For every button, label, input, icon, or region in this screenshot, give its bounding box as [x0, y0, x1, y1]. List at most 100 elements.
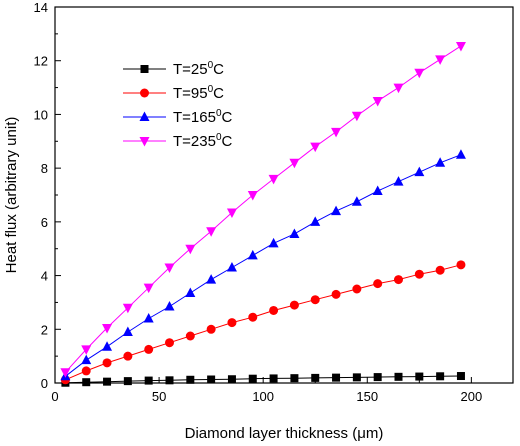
data-point-series-2: [435, 157, 446, 167]
data-point-series-3: [372, 97, 383, 107]
data-point-series-1: [435, 265, 445, 275]
data-point-series-2: [372, 185, 383, 195]
data-point-series-2: [81, 354, 92, 365]
data-point-series-3: [226, 208, 237, 218]
y-tick-label: 10: [34, 107, 48, 122]
legend-marker: [139, 137, 150, 147]
data-point-series-2: [122, 326, 133, 336]
data-point-series-0: [269, 374, 278, 383]
x-axis-title: Diamond layer thickness (μm): [185, 425, 384, 442]
y-tick-label: 0: [41, 376, 48, 391]
data-point-series-0: [82, 378, 91, 387]
y-tick-label: 6: [41, 215, 48, 230]
data-point-series-2: [310, 216, 321, 226]
legend-label: T=250C: [173, 60, 224, 78]
data-point-series-3: [455, 41, 466, 52]
data-point-series-2: [331, 205, 342, 216]
legend-marker: [139, 111, 150, 121]
data-point-series-3: [393, 83, 404, 94]
data-point-series-1: [394, 275, 403, 285]
legend-marker: [140, 65, 149, 73]
data-point-series-3: [164, 263, 175, 274]
data-point-series-1: [123, 351, 133, 361]
data-point-series-3: [351, 111, 362, 122]
data-point-series-1: [310, 295, 320, 305]
data-point-series-0: [248, 374, 257, 383]
data-point-series-1: [102, 358, 112, 368]
data-point-series-1: [373, 279, 383, 289]
data-point-series-1: [206, 324, 216, 334]
data-point-series-1: [185, 331, 195, 341]
x-tick-label: 200: [461, 389, 483, 404]
data-point-series-0: [103, 377, 112, 386]
data-point-series-3: [435, 55, 446, 65]
data-point-series-0: [311, 373, 320, 382]
data-point-series-1: [414, 269, 424, 279]
data-point-series-1: [248, 312, 258, 322]
data-point-series-2: [226, 262, 237, 272]
data-point-series-3: [268, 174, 279, 185]
data-point-series-2: [289, 228, 300, 238]
y-tick-label: 8: [41, 161, 48, 176]
y-tick-label: 4: [41, 269, 48, 284]
data-point-series-3: [289, 158, 300, 169]
data-point-series-1: [352, 284, 362, 294]
y-tick-label: 2: [41, 322, 48, 337]
data-point-series-3: [310, 142, 321, 153]
data-point-series-0: [207, 375, 216, 384]
data-point-series-2: [206, 274, 217, 284]
data-point-series-0: [332, 373, 341, 382]
data-point-series-1: [81, 366, 91, 376]
data-point-series-0: [415, 372, 424, 381]
data-point-series-3: [185, 244, 196, 255]
data-point-series-2: [143, 313, 154, 323]
data-point-series-3: [102, 323, 113, 334]
y-tick-label: 12: [34, 54, 48, 69]
series-line-3: [65, 45, 462, 373]
data-point-series-3: [122, 303, 133, 314]
x-tick-label: 150: [356, 389, 378, 404]
data-point-series-2: [393, 176, 404, 186]
data-point-series-0: [352, 373, 361, 382]
y-axis-title: Heat flux (arbitrary unit): [3, 117, 20, 274]
data-point-series-2: [455, 149, 466, 159]
data-point-series-2: [414, 166, 425, 177]
data-point-series-0: [144, 376, 153, 385]
data-point-series-1: [165, 338, 174, 348]
data-point-series-2: [351, 196, 362, 206]
data-point-series-0: [227, 375, 236, 384]
data-point-series-3: [331, 127, 342, 138]
plot-frame: [54, 6, 514, 384]
data-point-series-0: [456, 372, 465, 381]
data-point-series-1: [227, 318, 237, 328]
data-point-series-0: [186, 375, 195, 384]
data-point-series-2: [268, 237, 279, 248]
data-point-series-2: [247, 249, 258, 260]
data-point-series-1: [144, 344, 154, 354]
data-point-series-0: [373, 373, 382, 382]
data-point-series-2: [185, 287, 196, 298]
data-point-series-3: [81, 345, 92, 355]
data-point-series-0: [123, 377, 132, 386]
data-point-series-1: [289, 300, 299, 310]
data-point-series-3: [414, 68, 425, 79]
series-lines: [65, 45, 462, 384]
data-point-series-1: [269, 305, 279, 315]
x-tick-label: 50: [152, 389, 166, 404]
legend-label: T=2350C: [173, 132, 233, 150]
data-point-series-2: [164, 300, 175, 311]
data-point-series-3: [206, 227, 217, 237]
data-point-series-3: [60, 368, 71, 378]
legend: T=250C T=950C T=1650C T=2350C: [123, 60, 233, 150]
y-tick-label: 14: [34, 0, 48, 15]
data-point-series-1: [331, 289, 341, 299]
data-point-series-0: [165, 376, 174, 385]
legend-label: T=1650C: [173, 108, 233, 126]
data-point-series-0: [436, 372, 445, 381]
series-line-2: [65, 154, 462, 377]
data-point-series-3: [143, 283, 154, 294]
data-point-series-1: [456, 260, 466, 270]
x-tick-label: 0: [51, 389, 58, 404]
series-markers: [60, 41, 466, 387]
